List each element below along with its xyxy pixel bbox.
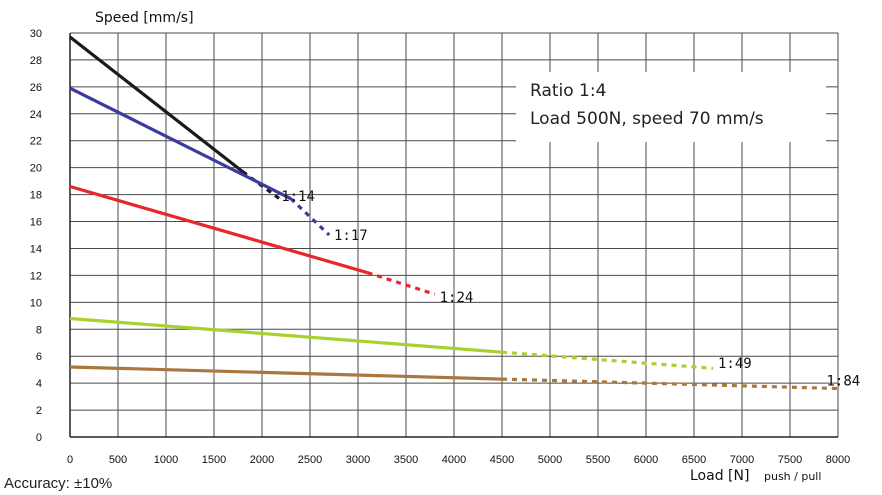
x-tick-label: 8000: [826, 454, 850, 466]
x-tick-label: 4000: [442, 454, 466, 466]
y-tick-label: 22: [30, 136, 42, 148]
series-line-1-14: [69, 35, 244, 173]
x-tick-label: 5000: [538, 454, 562, 466]
x-axis-label: Load [N]: [690, 468, 749, 484]
series-label-1-24: 1:24: [440, 290, 474, 306]
axes: 0 500 1000 1500 2000 2500 3000 3500 4000 4500 5000…: [30, 28, 850, 466]
series-lines: [69, 35, 839, 391]
x-tick-label: 2500: [298, 454, 322, 466]
y-tick-label: 18: [30, 190, 42, 202]
series-extension-1-84: [501, 377, 839, 391]
series-label-1-49: 1:49: [718, 356, 752, 372]
x-tick-label: 3000: [346, 454, 370, 466]
accuracy-note: Accuracy: ±10%: [4, 475, 112, 492]
y-tick-label: 20: [30, 163, 42, 175]
y-tick-label: 8: [36, 324, 42, 336]
annotation-line-2: Load 500N, speed 70 mm/s: [530, 109, 764, 129]
x-tick-label: 3500: [394, 454, 418, 466]
series-extension-1-17: [289, 197, 331, 237]
y-tick-label: 28: [30, 55, 42, 67]
y-tick-label: 10: [30, 297, 42, 309]
y-tick-label: 12: [30, 270, 42, 282]
x-tick-label: 7000: [730, 454, 754, 466]
x-tick-label: 2000: [250, 454, 274, 466]
y-axis-label: Speed [mm/s]: [95, 10, 194, 26]
series-labels: 1:14 1:17 1:24 1:49 1:84: [281, 189, 860, 389]
series-extension-1-49: [501, 350, 714, 370]
y-tick-label: 6: [36, 351, 42, 363]
series-label-1-14: 1:14: [281, 189, 315, 205]
x-tick-label: 1500: [202, 454, 226, 466]
x-axis-label-suffix: push / pull: [764, 470, 821, 483]
x-tick-label: 5500: [586, 454, 610, 466]
x-tick-label: 4500: [490, 454, 514, 466]
series-label-1-17: 1:17: [334, 228, 368, 244]
y-tick-label: 2: [36, 405, 42, 417]
annotation-background: [516, 72, 826, 142]
y-tick-label: 16: [30, 217, 42, 229]
series-line-1-24: [69, 184, 369, 275]
y-tick-label: 24: [30, 109, 42, 121]
x-tick-label: 0: [67, 454, 73, 466]
x-tick-label: 1000: [154, 454, 178, 466]
x-tick-label: 7500: [778, 454, 802, 466]
y-tick-label: 26: [30, 82, 42, 94]
y-tick-label: 30: [30, 28, 42, 40]
series-line-1-17: [69, 86, 292, 201]
x-tick-label: 6500: [682, 454, 706, 466]
series-extension-1-24: [367, 271, 436, 296]
series-line-1-84: [69, 365, 503, 381]
y-tick-label: 0: [36, 432, 42, 444]
annotation-box: Ratio 1:4 Load 500N, speed 70 mm/s: [516, 72, 826, 142]
y-tick-label: 4: [36, 378, 42, 390]
series-label-1-84: 1:84: [826, 373, 860, 389]
x-tick-label: 500: [109, 454, 127, 466]
series-line-1-49: [69, 316, 503, 354]
x-tick-label: 6000: [634, 454, 658, 466]
y-tick-label: 14: [30, 243, 42, 255]
annotation-line-1: Ratio 1:4: [530, 81, 606, 101]
